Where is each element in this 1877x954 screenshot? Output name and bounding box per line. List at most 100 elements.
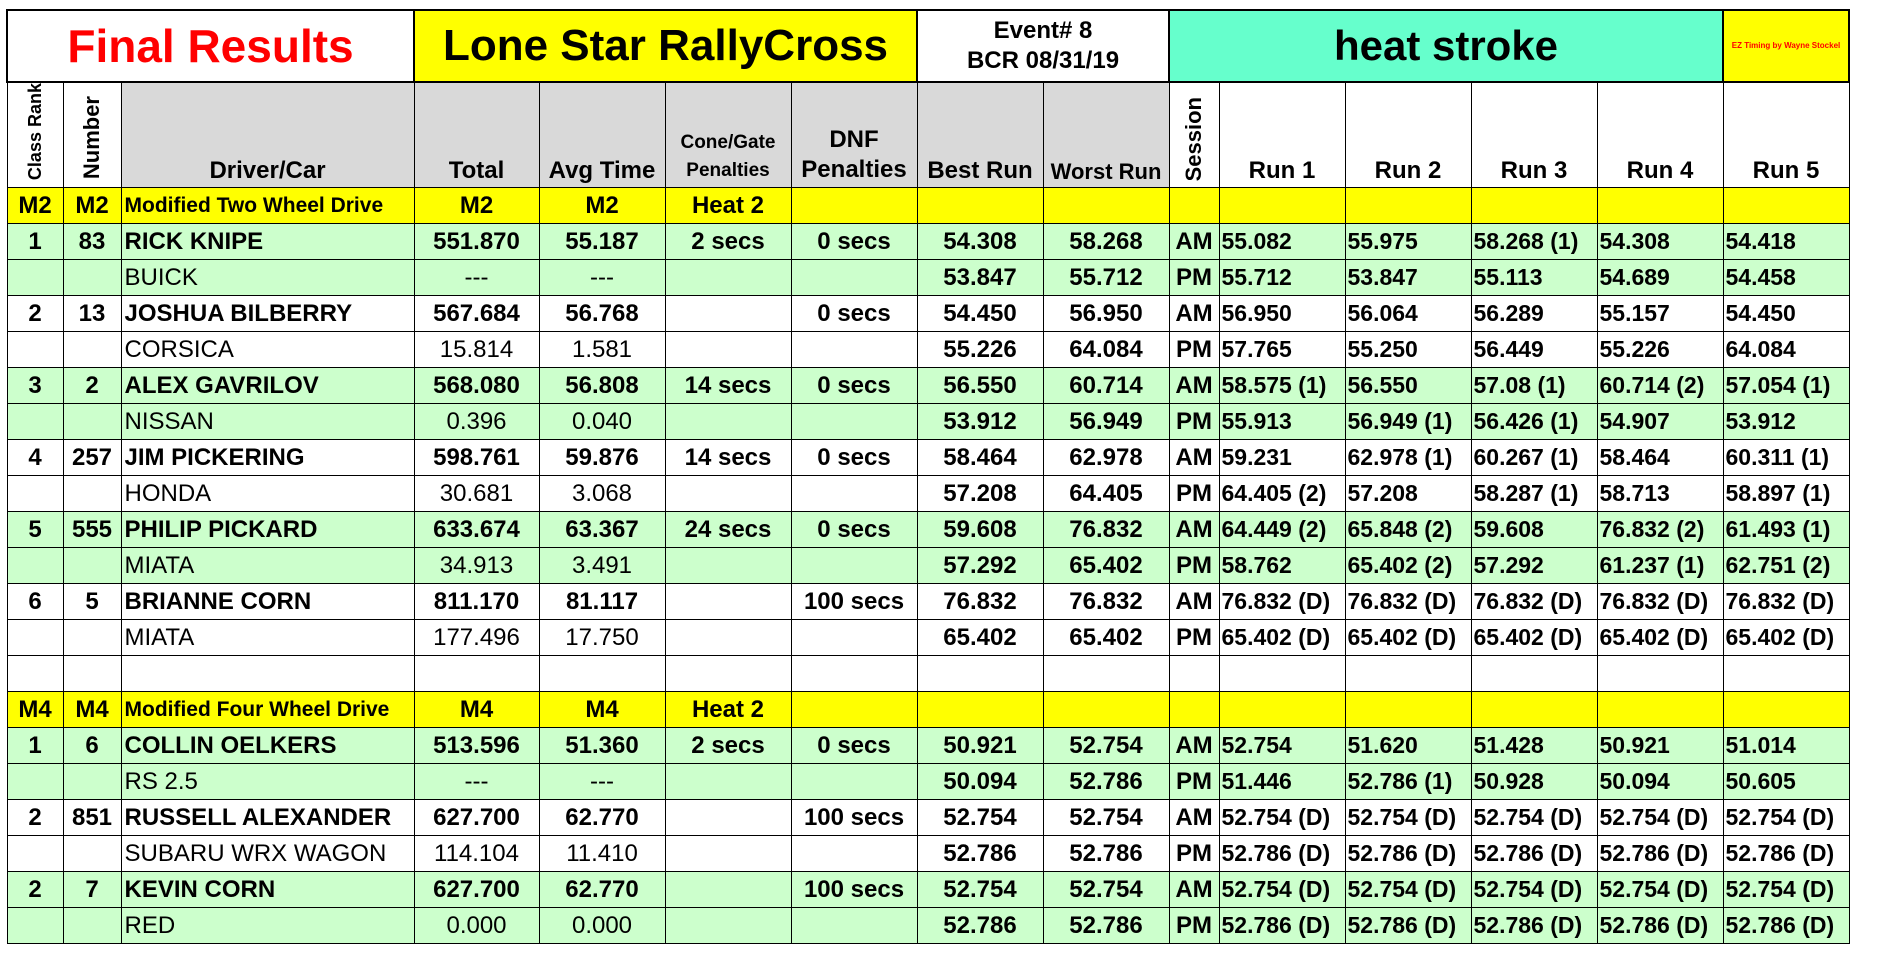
empty-cell [62,475,122,513]
run-1-header: Run 1 [1218,81,1346,189]
table-row: MIATA 34.913 3.491 57.292 65.402 PM 58.762 65.4… [6,547,1850,585]
run-time: 52.786 (D) [1596,835,1724,873]
worst-run: 65.402 [1042,619,1170,657]
empty-cell [6,331,64,369]
total-gap: 15.814 [413,331,540,369]
avg-gap: 11.410 [538,835,666,873]
dnf-penalty: 100 secs [790,799,918,837]
session-header: Session [1168,81,1220,189]
run-time: 58.713 [1596,475,1724,513]
avg-time: 62.770 [538,871,666,909]
event-number: Event# 8 [993,17,1093,44]
run-time: 76.832 (D) [1596,583,1724,621]
event-name-title: Lone Star RallyCross [413,9,918,83]
run-time: 64.449 (2) [1218,511,1346,549]
run-time: 54.450 [1722,295,1850,333]
cone-penalty [664,799,792,837]
run-time: 54.907 [1596,403,1724,441]
run-time: 60.267 (1) [1470,439,1598,477]
run-2-header: Run 2 [1344,81,1472,189]
session: AM [1168,439,1220,477]
session: AM [1168,295,1220,333]
cone-penalty: 2 secs [664,727,792,765]
number-header: Number [62,81,122,189]
empty-cell [6,547,64,585]
run-time: 52.786 (D) [1722,907,1850,945]
empty-cell [413,655,540,693]
worst-run-header: Worst Run [1042,81,1170,189]
empty-cell [62,403,122,441]
cone-penalty: 14 secs [664,367,792,405]
empty-cell [62,763,122,801]
run-time: 58.287 (1) [1470,475,1598,513]
empty-cell [1722,655,1850,693]
empty-cell [6,403,64,441]
empty-cell [6,907,64,945]
run-time: 55.250 [1344,331,1472,369]
run-time: 56.064 [1344,295,1472,333]
car-name: MIATA [120,547,415,585]
run-time: 52.754 (D) [1470,799,1598,837]
empty-cell [1722,187,1850,225]
worst-run: 52.786 [1042,907,1170,945]
avg-gap: --- [538,763,666,801]
car-name: NISSAN [120,403,415,441]
car-name: RED [120,907,415,945]
avg-time: 62.770 [538,799,666,837]
empty-cell [6,259,64,297]
empty-cell [790,475,918,513]
empty-cell [664,403,792,441]
table-row: 2 13 JOSHUA BILBERRY 567.684 56.768 0 secs 54.… [6,295,1850,333]
run-time: 53.912 [1722,403,1850,441]
empty-cell [790,763,918,801]
driver-name: JOSHUA BILBERRY [120,295,415,333]
empty-cell [1596,655,1724,693]
run-time: 50.921 [1596,727,1724,765]
run-time: 61.237 (1) [1596,547,1724,585]
worst-run: 64.084 [1042,331,1170,369]
empty-cell [62,547,122,585]
run-time: 55.975 [1344,223,1472,261]
event-info: Event# 8 BCR 08/31/19 [916,9,1170,83]
run-time: 76.832 (D) [1722,583,1850,621]
run-time: 65.402 (D) [1470,619,1598,657]
run-time: 60.311 (1) [1722,439,1850,477]
run-time: 61.493 (1) [1722,511,1850,549]
run-time: 56.950 [1218,295,1346,333]
empty-cell [790,187,918,225]
best-run: 56.550 [916,367,1044,405]
empty-cell [664,259,792,297]
run-time: 58.762 [1218,547,1346,585]
best-run: 59.608 [916,511,1044,549]
results-sheet: Final Results Lone Star RallyCross Event… [6,9,1850,945]
run-time: 53.847 [1344,259,1472,297]
empty-cell [1344,691,1472,729]
class-header-row: M4 M4 Modified Four Wheel Drive M4 M4 Heat 2 [6,691,1850,729]
total-time: 811.170 [413,583,540,621]
run-time: 64.084 [1722,331,1850,369]
total-gap: 177.496 [413,619,540,657]
worst-run: 52.786 [1042,835,1170,873]
table-row: BUICK --- --- 53.847 55.712 PM 55.712 53.847 55.… [6,259,1850,297]
avg-time: 63.367 [538,511,666,549]
empty-cell [664,907,792,945]
empty-cell [1596,187,1724,225]
run-time: 52.786 (1) [1344,763,1472,801]
avg-time-header: Avg Time [538,81,666,189]
cone-penalty [664,295,792,333]
run-time: 62.978 (1) [1344,439,1472,477]
best-run: 65.402 [916,619,1044,657]
empty-cell [916,187,1044,225]
run-time: 50.094 [1596,763,1724,801]
run-time: 54.308 [1596,223,1724,261]
run-time: 54.689 [1596,259,1724,297]
run-time: 57.08 (1) [1470,367,1598,405]
empty-cell [790,691,918,729]
run-time: 55.113 [1470,259,1598,297]
empty-cell [790,835,918,873]
empty-cell [62,331,122,369]
cone-penalty: 2 secs [664,223,792,261]
worst-run: 52.786 [1042,763,1170,801]
session: PM [1168,475,1220,513]
run-time: 52.786 (D) [1722,835,1850,873]
